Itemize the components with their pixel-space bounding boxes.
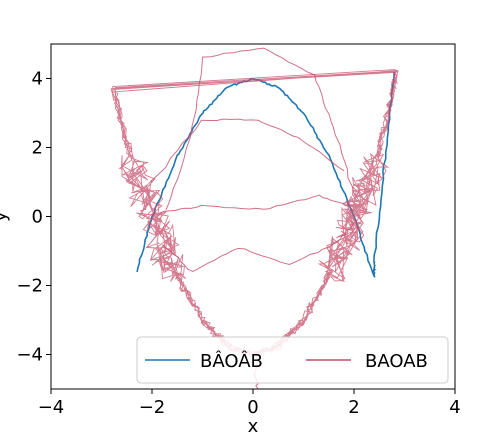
series-excursion-2 — [161, 222, 355, 272]
series-0 — [136, 71, 395, 278]
x-tick-label: 0 — [247, 397, 258, 418]
y-tick-label: 2 — [32, 138, 43, 159]
y-tick-label: −2 — [16, 276, 43, 297]
x-tick-label: −2 — [139, 397, 166, 418]
series-excursion-0 — [165, 47, 355, 210]
y-tick-label: −4 — [16, 345, 43, 366]
y-tick-label: 4 — [32, 69, 43, 90]
x-tick-label: 4 — [449, 397, 460, 418]
legend-label-0: BÂOÂB — [200, 350, 263, 372]
series-excursion-1 — [157, 194, 350, 215]
x-tick-label: 2 — [348, 397, 359, 418]
x-axis-label: x — [248, 416, 259, 432]
series-line-1 — [110, 69, 399, 358]
y-axis-label: y — [0, 211, 11, 222]
series-line-0 — [136, 71, 395, 278]
x-tick-label: −4 — [38, 397, 65, 418]
legend-label-1: BAOAB — [365, 351, 428, 372]
legend: BÂOÂB BAOAB — [136, 336, 449, 384]
ticks: −4 −2 0 2 4 −4 −2 0 2 4 — [16, 69, 460, 419]
legend-box — [136, 336, 449, 384]
y-tick-label: 0 — [32, 207, 43, 228]
series-excursion-4 — [150, 118, 345, 182]
